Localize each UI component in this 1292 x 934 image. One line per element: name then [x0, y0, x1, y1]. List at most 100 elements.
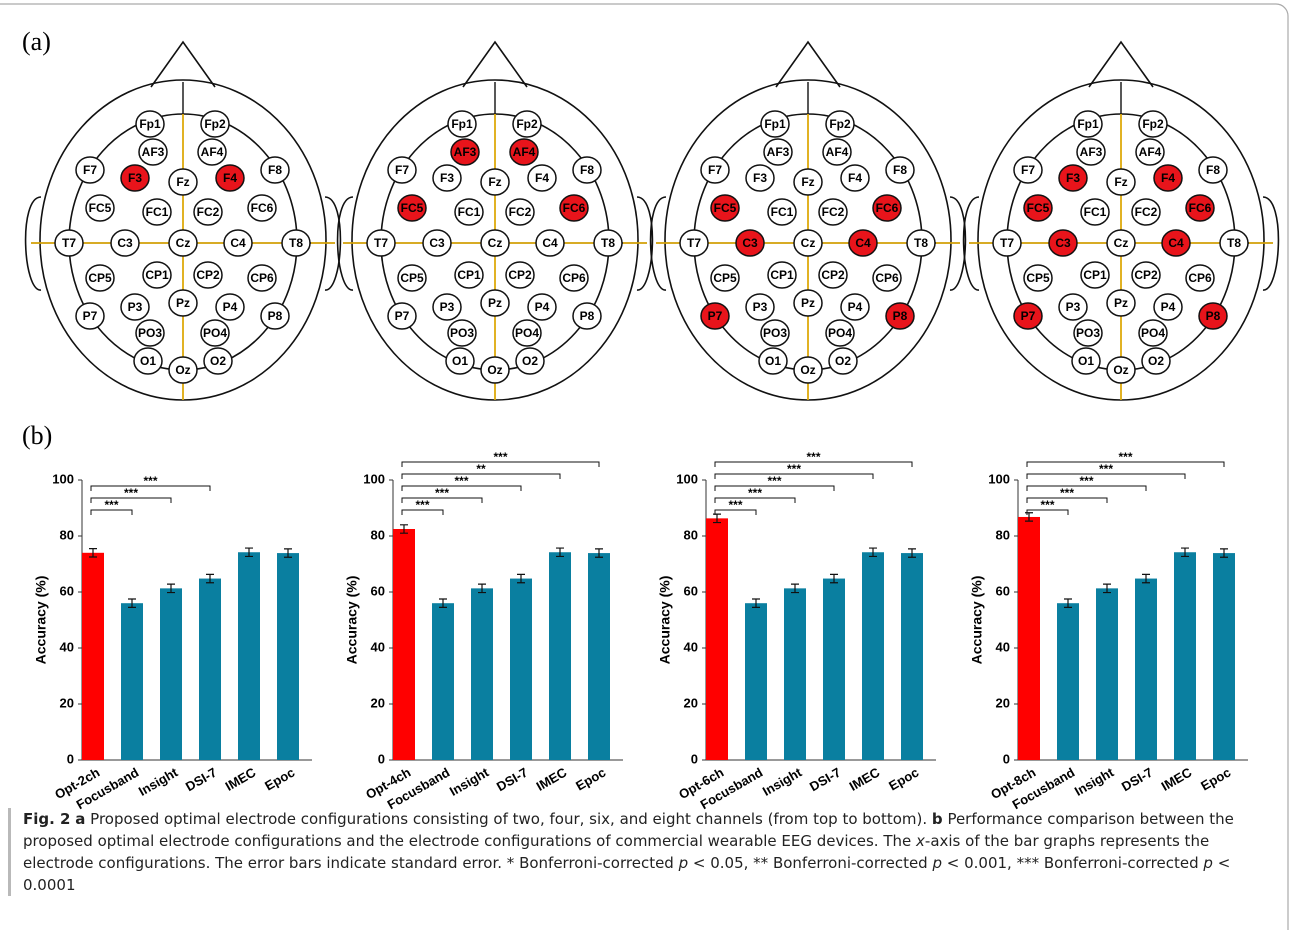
electrode-label: FC6 — [1189, 201, 1212, 215]
electrode-label: O2 — [835, 354, 851, 368]
electrode-label: FC2 — [822, 205, 845, 219]
y-tick-label: 40 — [684, 639, 698, 654]
bar — [510, 579, 532, 760]
electrode-label: Pz — [801, 296, 815, 310]
electrode-label: FC2 — [197, 205, 220, 219]
bar — [784, 588, 806, 760]
electrode-label: FC5 — [714, 201, 737, 215]
significance-label: *** — [1060, 486, 1074, 500]
bar — [745, 603, 767, 760]
y-axis-label: Accuracy (%) — [657, 576, 673, 665]
y-tick-label: 80 — [371, 527, 385, 542]
electrode-label: C3 — [429, 236, 445, 250]
electrode-label: O1 — [765, 354, 781, 368]
electrode-label: F4 — [1161, 171, 1175, 185]
y-tick-label: 100 — [363, 471, 385, 486]
electrode-label: F7 — [83, 163, 97, 177]
electrode-label: P3 — [440, 300, 455, 314]
electrode-label: Pz — [176, 296, 190, 310]
y-tick-label: 20 — [371, 695, 385, 710]
y-tick-label: 0 — [67, 751, 74, 766]
electrode-label: T8 — [289, 236, 303, 250]
bar — [823, 579, 845, 760]
y-tick-label: 100 — [988, 471, 1010, 486]
electrode-label: F4 — [223, 171, 237, 185]
electrode-label: Fz — [1114, 175, 1127, 189]
significance-label: *** — [1118, 450, 1132, 464]
electrode-label: F4 — [535, 171, 549, 185]
x-tick-label: DSI-7 — [1119, 765, 1155, 795]
electrode-label: PO3 — [763, 326, 787, 340]
electrode-label: FC5 — [1027, 201, 1050, 215]
electrode-label: FC6 — [876, 201, 899, 215]
y-tick-label: 80 — [996, 527, 1010, 542]
electrode-label: Fz — [176, 175, 189, 189]
bar — [1135, 579, 1157, 760]
y-tick-label: 20 — [60, 695, 74, 710]
electrode-label: FC5 — [401, 201, 424, 215]
electrode-label: CP2 — [1134, 268, 1158, 282]
electrode-label: Pz — [1114, 296, 1128, 310]
significance-label: *** — [767, 474, 781, 488]
electrode-label: O2 — [1148, 354, 1164, 368]
electrode-label: FC5 — [89, 201, 112, 215]
bar — [238, 552, 260, 760]
significance-label: *** — [435, 486, 449, 500]
x-tick-label: Epoc — [1198, 765, 1233, 794]
caption-text: < 0.001, *** Bonferroni-corrected — [942, 854, 1203, 872]
electrode-label: Oz — [800, 363, 815, 377]
electrode-label: AF3 — [1080, 145, 1103, 159]
significance-label: *** — [1040, 498, 1054, 512]
y-tick-label: 100 — [52, 471, 74, 486]
bar — [588, 553, 610, 760]
electrode-label: PO3 — [1076, 326, 1100, 340]
x-tick-label: Insight — [760, 764, 805, 799]
electrode-label: F3 — [128, 171, 142, 185]
electrode-label: T8 — [1227, 236, 1241, 250]
page: {"panel_a": {"label": "(a)", "selected_c… — [0, 0, 1292, 934]
electrode-label: F3 — [1066, 171, 1080, 185]
significance-label: *** — [454, 474, 468, 488]
electrode-label: F7 — [395, 163, 409, 177]
electrode-label: AF4 — [826, 145, 849, 159]
electrode-label: Fp2 — [829, 117, 851, 131]
electrode-label: CP6 — [250, 271, 274, 285]
significance-label: *** — [748, 486, 762, 500]
electrode-label: Oz — [1113, 363, 1128, 377]
electrode-label: FC6 — [563, 201, 586, 215]
electrode-label: Fp1 — [764, 117, 786, 131]
x-tick-label: DSI-7 — [183, 765, 219, 795]
electrode-label: Pz — [488, 296, 502, 310]
caption-text: p — [932, 854, 942, 872]
electrode-label: CP2 — [821, 268, 845, 282]
electrode-label: F8 — [580, 163, 594, 177]
caption-text: Fig. 2 — [23, 810, 70, 828]
y-tick-label: 100 — [676, 471, 698, 486]
y-axis-label: Accuracy (%) — [33, 576, 49, 665]
electrode-label: CP6 — [1188, 271, 1212, 285]
electrode-label: F3 — [753, 171, 767, 185]
bar — [549, 552, 571, 760]
caption-text: x — [916, 832, 925, 850]
electrode-label: FC6 — [251, 201, 274, 215]
x-tick-label: IMEC — [1159, 764, 1195, 794]
caption-text: p — [1203, 854, 1213, 872]
electrode-label: AF3 — [142, 145, 165, 159]
electrode-label: O1 — [140, 354, 156, 368]
y-tick-label: 40 — [996, 639, 1010, 654]
electrode-label: C4 — [855, 236, 871, 250]
electrode-label: C3 — [117, 236, 133, 250]
significance-label: *** — [143, 474, 157, 488]
significance-label: *** — [493, 450, 507, 464]
electrode-label: P8 — [893, 309, 908, 323]
electrode-label: AF4 — [201, 145, 224, 159]
head: Fp1Fp2AF3AF4F7F3FzF4F8FC5FC1FC2FC6T7C3Cz… — [26, 42, 341, 400]
bar — [1096, 588, 1118, 760]
electrode-label: Cz — [488, 236, 503, 250]
y-tick-label: 40 — [60, 639, 74, 654]
bar — [1213, 553, 1235, 760]
electrode-label: T7 — [1000, 236, 1014, 250]
significance-label: *** — [1079, 474, 1093, 488]
electrode-label: CP2 — [508, 268, 532, 282]
electrode-label: AF3 — [454, 145, 477, 159]
